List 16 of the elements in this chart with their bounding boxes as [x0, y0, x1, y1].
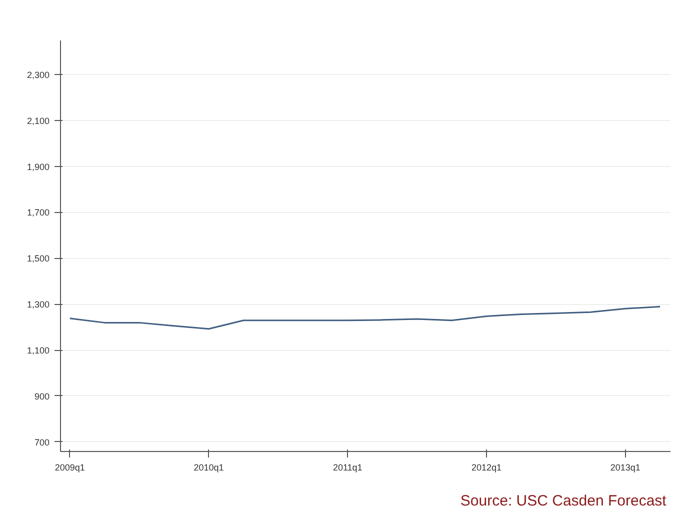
- y-tick-label: 2,100: [26, 116, 50, 126]
- x-tick-label: 2010q1: [194, 462, 224, 472]
- source-note: Source: USC Casden Forecast: [460, 492, 668, 510]
- y-tick-label: 1,100: [26, 346, 50, 356]
- line-series: [69, 306, 661, 330]
- y-tick-label: 900: [34, 391, 50, 402]
- y-tick-label: 1,500: [26, 254, 50, 264]
- y-tick-label: 1,700: [26, 208, 50, 218]
- x-tick-label: 2013q1: [610, 462, 640, 472]
- y-tick-label: 700: [34, 437, 50, 448]
- x-tick-label: 2012q1: [471, 462, 502, 472]
- x-tick-label: 2009q1: [54, 462, 85, 472]
- y-tick-label: 2,300: [26, 70, 50, 80]
- y-tick-label: 1,900: [26, 162, 50, 172]
- x-tick-label: 2011q1: [332, 462, 362, 472]
- y-tick-label: 1,300: [26, 300, 50, 310]
